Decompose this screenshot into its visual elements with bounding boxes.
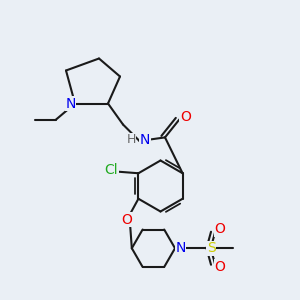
Text: S: S bbox=[207, 241, 215, 255]
Text: O: O bbox=[214, 222, 226, 236]
Text: N: N bbox=[175, 241, 186, 255]
Text: H: H bbox=[126, 133, 136, 146]
Text: O: O bbox=[180, 110, 191, 124]
Text: Cl: Cl bbox=[105, 163, 118, 177]
Text: O: O bbox=[122, 213, 133, 227]
Text: N: N bbox=[65, 97, 76, 110]
Text: O: O bbox=[214, 260, 226, 274]
Text: N: N bbox=[140, 133, 150, 147]
